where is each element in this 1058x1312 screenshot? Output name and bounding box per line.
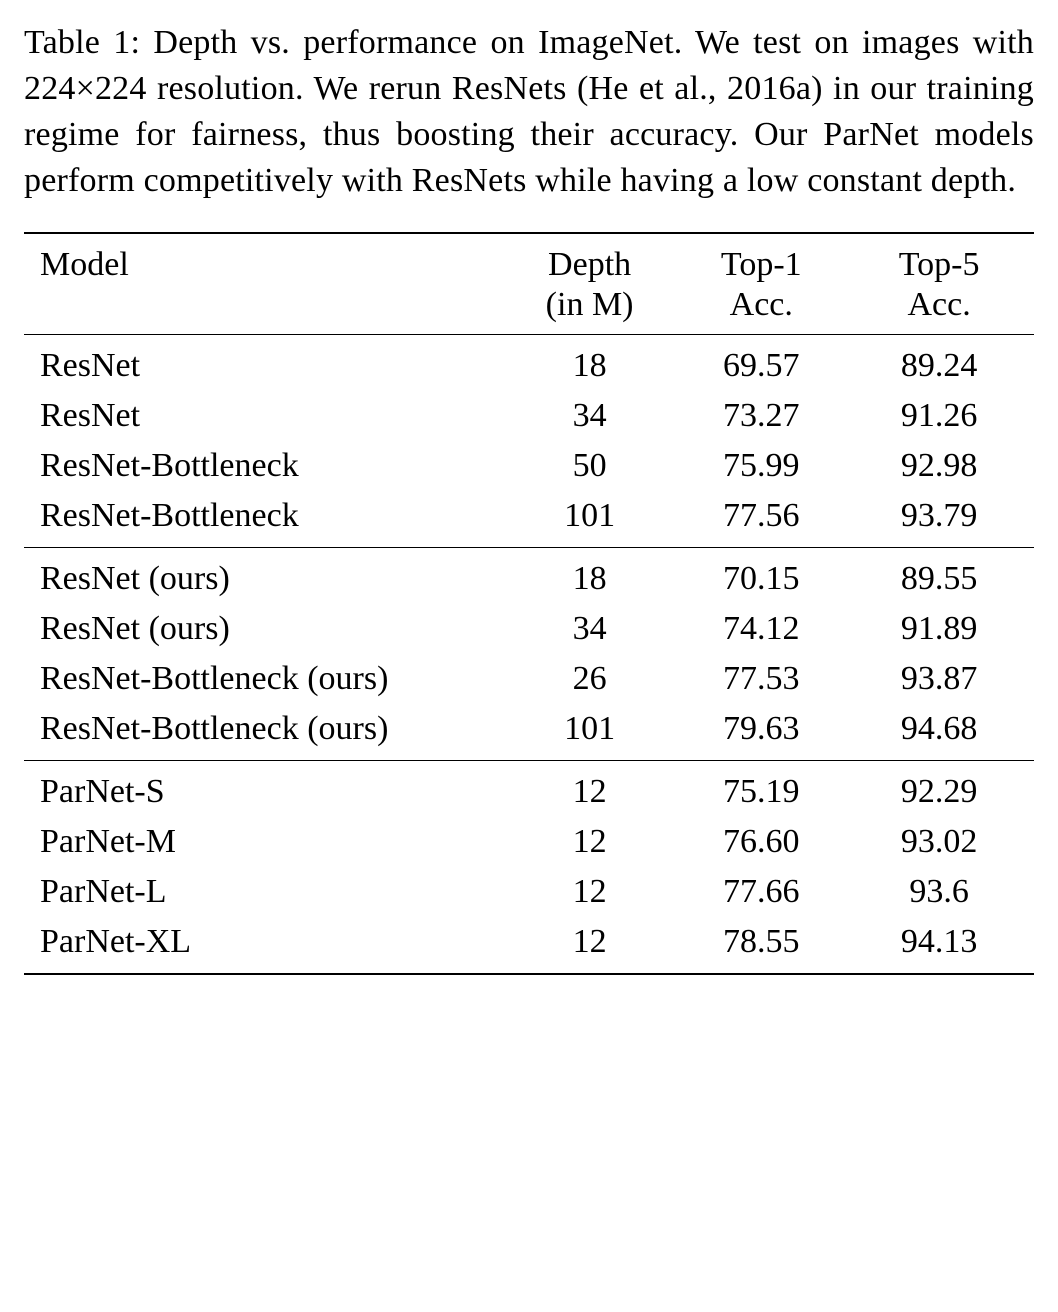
cell-top1: 77.53 — [670, 654, 852, 704]
cell-top5: 94.13 — [852, 917, 1034, 974]
cell-top5: 89.55 — [852, 547, 1034, 604]
cell-top5: 93.02 — [852, 817, 1034, 867]
col-subheader-model — [24, 286, 509, 335]
cell-top1: 78.55 — [670, 917, 852, 974]
col-subheader-depth: (in M) — [509, 286, 671, 335]
cell-depth: 34 — [509, 604, 671, 654]
table-row: ParNet-S 12 75.19 92.29 — [24, 760, 1034, 817]
cell-model: ResNet (ours) — [24, 604, 509, 654]
cell-model: ResNet — [24, 334, 509, 391]
cell-model: ResNet-Bottleneck — [24, 491, 509, 548]
cell-top5: 91.89 — [852, 604, 1034, 654]
table-row: ParNet-XL 12 78.55 94.13 — [24, 917, 1034, 974]
table-row: ResNet 34 73.27 91.26 — [24, 391, 1034, 441]
cell-top1: 79.63 — [670, 704, 852, 761]
cell-top1: 77.66 — [670, 867, 852, 917]
cell-depth: 26 — [509, 654, 671, 704]
col-subheader-top5: Acc. — [852, 286, 1034, 335]
table-row: ParNet-L 12 77.66 93.6 — [24, 867, 1034, 917]
cell-depth: 12 — [509, 760, 671, 817]
cell-top1: 73.27 — [670, 391, 852, 441]
cell-top1: 76.60 — [670, 817, 852, 867]
cell-top5: 93.6 — [852, 867, 1034, 917]
cell-depth: 12 — [509, 867, 671, 917]
cell-depth: 18 — [509, 547, 671, 604]
cell-top5: 94.68 — [852, 704, 1034, 761]
cell-top5: 91.26 — [852, 391, 1034, 441]
cell-model: ResNet-Bottleneck — [24, 441, 509, 491]
table-caption: Table 1: Depth vs. performance on ImageN… — [24, 20, 1034, 204]
table-row: ResNet (ours) 18 70.15 89.55 — [24, 547, 1034, 604]
table-row: ResNet-Bottleneck 101 77.56 93.79 — [24, 491, 1034, 548]
cell-depth: 34 — [509, 391, 671, 441]
cell-model: ParNet-L — [24, 867, 509, 917]
cell-model: ResNet-Bottleneck (ours) — [24, 654, 509, 704]
cell-depth: 101 — [509, 704, 671, 761]
cell-model: ParNet-S — [24, 760, 509, 817]
col-subheader-top1: Acc. — [670, 286, 852, 335]
cell-model: ResNet-Bottleneck (ours) — [24, 704, 509, 761]
col-header-depth: Depth — [509, 233, 671, 286]
cell-depth: 12 — [509, 917, 671, 974]
table-row: ResNet-Bottleneck (ours) 26 77.53 93.87 — [24, 654, 1034, 704]
cell-top1: 70.15 — [670, 547, 852, 604]
table-row: ResNet-Bottleneck (ours) 101 79.63 94.68 — [24, 704, 1034, 761]
table-row: ResNet 18 69.57 89.24 — [24, 334, 1034, 391]
cell-top1: 69.57 — [670, 334, 852, 391]
cell-top5: 89.24 — [852, 334, 1034, 391]
col-header-top1: Top-1 — [670, 233, 852, 286]
results-table: Model Depth Top-1 Top-5 (in M) Acc. Acc.… — [24, 232, 1034, 975]
cell-top1: 77.56 — [670, 491, 852, 548]
cell-depth: 12 — [509, 817, 671, 867]
table-row: ParNet-M 12 76.60 93.02 — [24, 817, 1034, 867]
cell-top5: 93.87 — [852, 654, 1034, 704]
cell-top1: 75.99 — [670, 441, 852, 491]
cell-top5: 92.29 — [852, 760, 1034, 817]
cell-model: ResNet — [24, 391, 509, 441]
cell-model: ParNet-XL — [24, 917, 509, 974]
table-row: ResNet (ours) 34 74.12 91.89 — [24, 604, 1034, 654]
col-header-top5: Top-5 — [852, 233, 1034, 286]
cell-top1: 75.19 — [670, 760, 852, 817]
cell-top1: 74.12 — [670, 604, 852, 654]
cell-model: ResNet (ours) — [24, 547, 509, 604]
cell-top5: 92.98 — [852, 441, 1034, 491]
cell-top5: 93.79 — [852, 491, 1034, 548]
cell-depth: 18 — [509, 334, 671, 391]
cell-depth: 101 — [509, 491, 671, 548]
col-header-model: Model — [24, 233, 509, 286]
cell-depth: 50 — [509, 441, 671, 491]
table-row: ResNet-Bottleneck 50 75.99 92.98 — [24, 441, 1034, 491]
cell-model: ParNet-M — [24, 817, 509, 867]
